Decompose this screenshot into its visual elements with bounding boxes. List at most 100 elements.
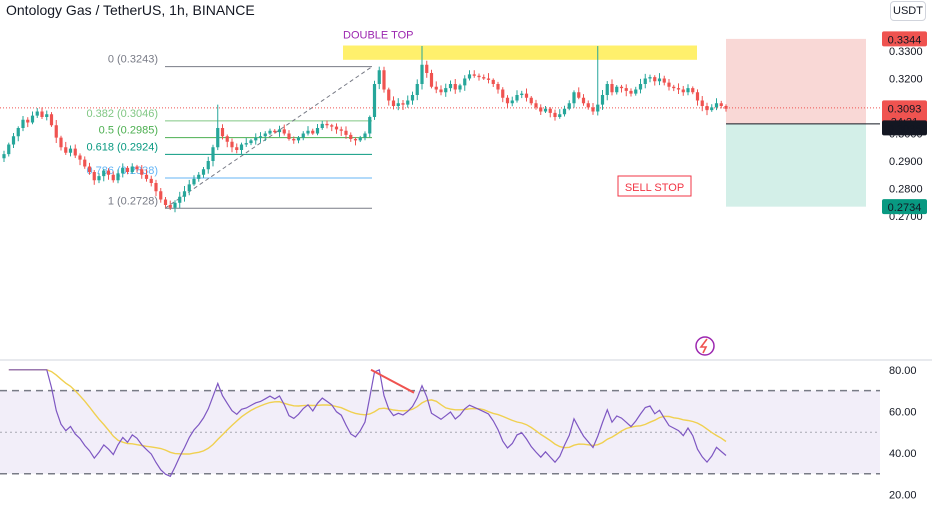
candle-body bbox=[187, 184, 191, 192]
candle-body bbox=[315, 128, 320, 134]
candle-body bbox=[429, 73, 434, 87]
candle-body bbox=[448, 84, 453, 89]
candle-body bbox=[2, 154, 6, 159]
candle-body bbox=[667, 82, 671, 87]
candle-body bbox=[159, 191, 163, 200]
candle-body bbox=[254, 137, 258, 141]
candle-body bbox=[154, 183, 158, 192]
candle-body bbox=[11, 136, 16, 145]
candle-body bbox=[439, 89, 443, 93]
rsi-line bbox=[8, 368, 727, 478]
candle-body bbox=[653, 77, 657, 82]
alert-icon[interactable] bbox=[695, 336, 715, 356]
take-profit-zone[interactable] bbox=[726, 123, 866, 207]
bearish-divergence-line[interactable] bbox=[370, 368, 415, 394]
candle-body bbox=[505, 97, 510, 104]
target-price-badge-text: 0.2734 bbox=[888, 202, 922, 214]
candle-body bbox=[97, 176, 101, 181]
candle-body bbox=[695, 92, 700, 101]
candle-body bbox=[657, 78, 662, 82]
candle-body bbox=[125, 167, 130, 172]
candle-body bbox=[92, 172, 96, 181]
candle-body bbox=[344, 130, 348, 135]
candle-body bbox=[277, 129, 282, 133]
rsi-tick-label: 40.00 bbox=[889, 448, 917, 460]
double-top-label: DOUBLE TOP bbox=[343, 30, 414, 42]
candle-body bbox=[306, 130, 310, 134]
fibonacci-retracement[interactable]: 0 (0.3243) 0.382 (0.3046) 0.5 (0.2985) 0.61… bbox=[86, 54, 372, 209]
entry-price-badge-text: 0.3035 bbox=[888, 123, 922, 135]
candle-body bbox=[420, 64, 424, 84]
candle-body bbox=[425, 64, 429, 73]
candle-body bbox=[572, 92, 576, 104]
candle-body bbox=[596, 104, 600, 112]
candle-body bbox=[173, 202, 177, 208]
candle-body bbox=[273, 130, 277, 133]
stop-price-badge-text: 0.3344 bbox=[888, 34, 922, 46]
candle-body bbox=[472, 74, 476, 76]
candle-body bbox=[106, 170, 111, 175]
candle-body bbox=[624, 88, 628, 91]
candle-body bbox=[672, 86, 676, 89]
candle-body bbox=[192, 178, 196, 185]
candle-body bbox=[410, 95, 415, 101]
candle-body bbox=[529, 97, 533, 104]
candle-body bbox=[372, 84, 377, 117]
stop-loss-zone[interactable] bbox=[726, 38, 866, 124]
candle-body bbox=[615, 86, 619, 93]
candle-body bbox=[258, 136, 263, 138]
candle-body bbox=[163, 199, 168, 205]
candle-body bbox=[334, 126, 339, 130]
candle-body bbox=[629, 90, 633, 94]
candle-body bbox=[54, 125, 58, 138]
candle-body bbox=[534, 103, 538, 108]
candle-body bbox=[477, 75, 481, 78]
candle-body bbox=[102, 170, 106, 177]
candle-body bbox=[135, 166, 139, 170]
candle-body bbox=[691, 88, 695, 93]
candle-body bbox=[168, 205, 172, 208]
candle-body bbox=[681, 89, 685, 93]
candle-body bbox=[467, 74, 472, 79]
rsi-axis[interactable]: 80.00 60.00 40.00 20.00 bbox=[889, 365, 917, 502]
candle-body bbox=[415, 84, 419, 95]
candle-body bbox=[387, 89, 391, 101]
candle-body bbox=[600, 95, 605, 105]
candle-body bbox=[543, 108, 548, 112]
candle-body bbox=[235, 147, 239, 150]
candle-body bbox=[558, 114, 562, 117]
candle-body bbox=[149, 178, 153, 183]
candle-body bbox=[643, 78, 647, 84]
candle-body bbox=[68, 148, 73, 153]
candle-body bbox=[610, 84, 614, 93]
candle-body bbox=[605, 84, 609, 95]
fib-level-label: 0.382 (0.3046) bbox=[86, 108, 158, 120]
candle-body bbox=[292, 139, 296, 141]
sell-stop-box[interactable] bbox=[617, 175, 692, 197]
candle-body bbox=[482, 77, 486, 79]
candlestick-series bbox=[2, 46, 728, 213]
candle-body bbox=[463, 78, 467, 86]
current-price-badge-text: 0.3093 bbox=[888, 103, 922, 115]
candle-body bbox=[524, 93, 529, 98]
rsi-tick-label: 20.00 bbox=[889, 490, 917, 502]
price-tick-label: 0.2800 bbox=[889, 184, 923, 196]
currency-unit-button[interactable]: USDT bbox=[890, 1, 926, 21]
candle-body bbox=[586, 103, 590, 108]
candle-body bbox=[78, 155, 82, 160]
candle-body bbox=[339, 129, 343, 131]
candle-body bbox=[401, 103, 405, 105]
fib-level-label: 1 (0.2728) bbox=[108, 195, 158, 207]
price-tick-label: 0.2900 bbox=[889, 156, 923, 168]
double-top-zone[interactable] bbox=[343, 45, 697, 60]
candle-body bbox=[539, 107, 543, 112]
candle-body bbox=[553, 112, 557, 117]
candle-body bbox=[282, 129, 286, 134]
candle-body bbox=[45, 114, 49, 117]
candle-body bbox=[325, 123, 329, 126]
candle-body bbox=[363, 133, 367, 138]
candle-body bbox=[211, 147, 215, 161]
candle-body bbox=[444, 88, 448, 93]
